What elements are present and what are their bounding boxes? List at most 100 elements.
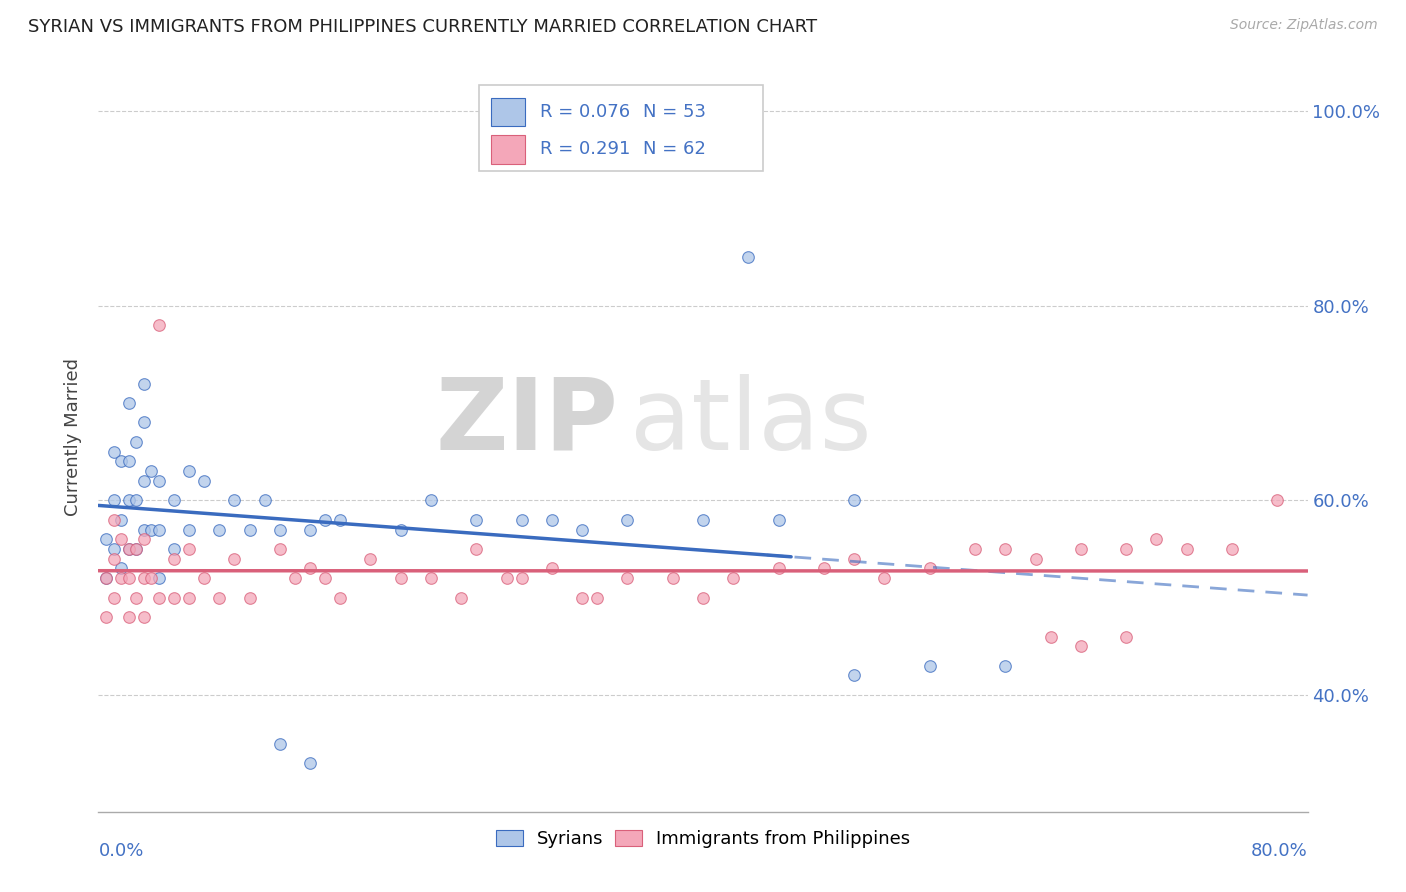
Point xyxy=(163,541,186,556)
Point xyxy=(661,571,683,585)
Point xyxy=(844,551,866,566)
Point xyxy=(571,523,593,537)
Point xyxy=(329,591,352,605)
Point xyxy=(125,493,148,508)
Point xyxy=(873,571,896,585)
Point xyxy=(1144,533,1167,547)
Point xyxy=(1115,541,1137,556)
Point xyxy=(132,533,155,547)
Point xyxy=(103,444,125,458)
Point xyxy=(360,551,382,566)
Point xyxy=(179,523,201,537)
Point xyxy=(208,591,231,605)
Point xyxy=(110,561,132,575)
Point xyxy=(118,396,141,410)
Point xyxy=(224,551,246,566)
FancyBboxPatch shape xyxy=(479,85,763,171)
Point xyxy=(692,591,714,605)
Point xyxy=(132,474,155,488)
Point xyxy=(692,513,714,527)
Point xyxy=(586,591,609,605)
Point xyxy=(132,416,155,430)
Point xyxy=(179,591,201,605)
Text: 0.0%: 0.0% xyxy=(98,842,143,860)
Point xyxy=(1070,541,1092,556)
Bar xyxy=(492,97,526,126)
Point xyxy=(253,493,276,508)
Text: ZIP: ZIP xyxy=(436,374,619,471)
Point xyxy=(299,523,322,537)
Text: SYRIAN VS IMMIGRANTS FROM PHILIPPINES CURRENTLY MARRIED CORRELATION CHART: SYRIAN VS IMMIGRANTS FROM PHILIPPINES CU… xyxy=(28,18,817,36)
Point xyxy=(132,376,155,391)
Point xyxy=(844,493,866,508)
Point xyxy=(239,523,262,537)
Point xyxy=(844,668,866,682)
Point xyxy=(148,474,170,488)
Text: 80.0%: 80.0% xyxy=(1251,842,1308,860)
Text: atlas: atlas xyxy=(630,374,872,471)
Point xyxy=(163,493,186,508)
Text: R = 0.291: R = 0.291 xyxy=(540,140,630,159)
Point xyxy=(148,523,170,537)
Point xyxy=(224,493,246,508)
Point xyxy=(510,513,533,527)
Point xyxy=(994,541,1017,556)
Point xyxy=(163,551,186,566)
Point xyxy=(389,523,412,537)
Point xyxy=(103,591,125,605)
Point xyxy=(163,591,186,605)
Point xyxy=(616,571,638,585)
Point xyxy=(239,591,262,605)
Point xyxy=(125,434,148,449)
Point xyxy=(571,591,593,605)
Point xyxy=(1175,541,1198,556)
Point xyxy=(118,493,141,508)
Point xyxy=(314,513,336,527)
Point xyxy=(1039,630,1062,644)
Point xyxy=(125,541,148,556)
Point xyxy=(269,541,291,556)
Point xyxy=(269,523,291,537)
Point xyxy=(299,561,322,575)
Point xyxy=(118,610,141,624)
Point xyxy=(284,571,307,585)
Point xyxy=(450,591,472,605)
Point xyxy=(616,513,638,527)
Point xyxy=(110,513,132,527)
Point xyxy=(141,523,163,537)
Point xyxy=(94,610,117,624)
Point xyxy=(540,513,562,527)
Point xyxy=(148,318,170,333)
Y-axis label: Currently Married: Currently Married xyxy=(65,358,83,516)
Point xyxy=(329,513,352,527)
Point xyxy=(179,541,201,556)
Point xyxy=(510,571,533,585)
Point xyxy=(813,561,835,575)
Point xyxy=(110,571,132,585)
Point xyxy=(118,541,141,556)
Point xyxy=(103,541,125,556)
Point xyxy=(540,561,562,575)
Point xyxy=(193,571,215,585)
Point xyxy=(299,756,322,770)
Point xyxy=(420,571,443,585)
Text: Source: ZipAtlas.com: Source: ZipAtlas.com xyxy=(1230,18,1378,32)
Point xyxy=(103,551,125,566)
Point xyxy=(132,610,155,624)
Point xyxy=(389,571,412,585)
Point xyxy=(103,513,125,527)
Point xyxy=(193,474,215,488)
Point xyxy=(103,493,125,508)
Point xyxy=(420,493,443,508)
Point xyxy=(179,464,201,478)
Point xyxy=(110,533,132,547)
Point xyxy=(110,454,132,468)
Point xyxy=(495,571,517,585)
Point xyxy=(118,541,141,556)
Point xyxy=(994,658,1017,673)
Point xyxy=(94,571,117,585)
Point xyxy=(465,513,488,527)
Bar xyxy=(492,135,526,163)
Point xyxy=(148,571,170,585)
Point xyxy=(125,541,148,556)
